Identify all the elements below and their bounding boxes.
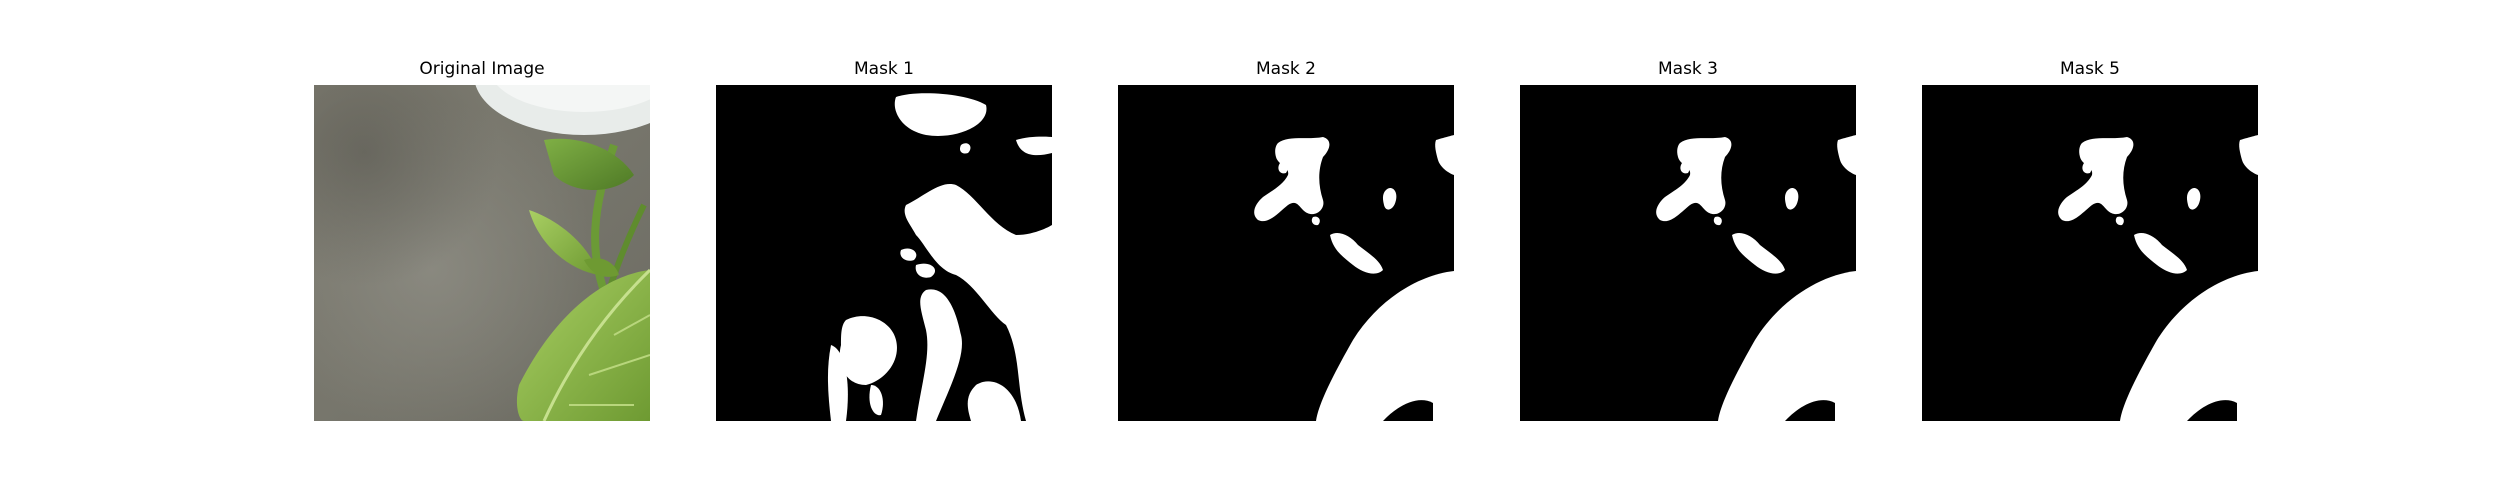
panel-mask-2: Mask 2 (1118, 0, 1454, 500)
panel-title: Mask 3 (1657, 59, 1718, 79)
panel-title: Mask 5 (2059, 59, 2120, 79)
mask-2-image (1118, 85, 1454, 421)
panel-mask-1: Mask 1 (716, 0, 1052, 500)
panel-title: Mask 2 (1255, 59, 1316, 79)
mask-3-image (1520, 85, 1856, 421)
panel-title: Original Image (419, 59, 545, 79)
panel-title: Mask 1 (853, 59, 914, 79)
mask-1-image (716, 85, 1052, 421)
original-image (314, 85, 650, 421)
panel-mask-3: Mask 3 (1520, 0, 1856, 500)
mask-5-image (1922, 85, 2258, 421)
panel-mask-5: Mask 5 (1922, 0, 2258, 500)
panel-original-image: Original Image (314, 0, 650, 500)
